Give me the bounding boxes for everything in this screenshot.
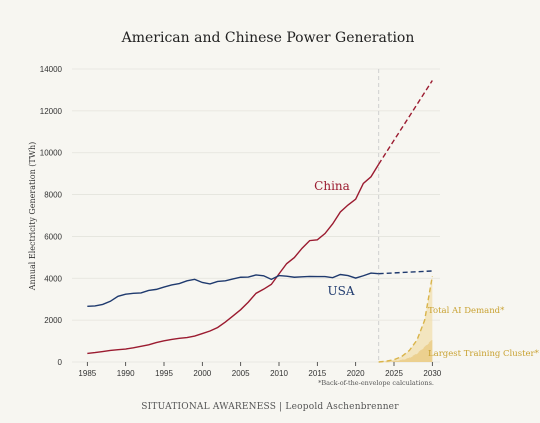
chart-title: American and Chinese Power Generation: [121, 30, 415, 46]
line-usa-projected: [378, 270, 433, 275]
x-tick-1990: 1990: [117, 369, 135, 378]
line-largest-training-cluster: [378, 339, 433, 363]
line-usa-actual: [87, 272, 379, 308]
x-tick-2030: 2030: [423, 369, 441, 378]
x-tick-2000: 2000: [193, 369, 211, 378]
y-tick-10000: 10000: [40, 149, 63, 158]
y-tick-0: 0: [58, 358, 63, 367]
y-axis-label: Annual Electricity Generation (TWh): [28, 142, 37, 291]
source-credit: SITUATIONAL AWARENESS | Leopold Aschenbr…: [141, 402, 399, 412]
gridlines: [72, 68, 440, 363]
series-layer: [87, 80, 434, 363]
y-tick-6000: 6000: [44, 232, 62, 241]
line-china-actual: [87, 163, 380, 355]
area-total-ai-demand: [378, 276, 433, 362]
line-total-ai-demand: [378, 276, 434, 363]
y-tick-4000: 4000: [44, 274, 62, 283]
x-tick-2010: 2010: [270, 369, 288, 378]
area-largest-training-cluster: [378, 340, 433, 362]
y-tick-12000: 12000: [40, 107, 63, 116]
x-tick-2025: 2025: [385, 369, 403, 378]
series-label-total-ai-demand: Total AI Demand*: [428, 306, 505, 316]
series-label-china: China: [314, 179, 350, 193]
y-tick-8000: 8000: [44, 191, 62, 200]
series-label-usa: USA: [328, 284, 355, 298]
line-china-projected: [378, 80, 433, 165]
x-tick-2020: 2020: [347, 369, 365, 378]
y-tick-14000: 14000: [40, 65, 63, 74]
x-tick-1995: 1995: [155, 369, 173, 378]
x-tick-2015: 2015: [308, 369, 326, 378]
footnote: *Back-of-the-envelope calculations.: [318, 379, 434, 387]
y-tick-2000: 2000: [44, 316, 62, 325]
x-tick-1985: 1985: [78, 369, 96, 378]
x-axis: 1985 1990 1995 2000 2005 2010 2015 2020 2025 2030: [78, 362, 442, 378]
series-label-largest-training-cluster: Largest Training Cluster*: [428, 349, 540, 359]
y-axis: 0 2000 4000 6000 8000 10000 12000 14000: [40, 65, 63, 367]
x-tick-2005: 2005: [232, 369, 250, 378]
